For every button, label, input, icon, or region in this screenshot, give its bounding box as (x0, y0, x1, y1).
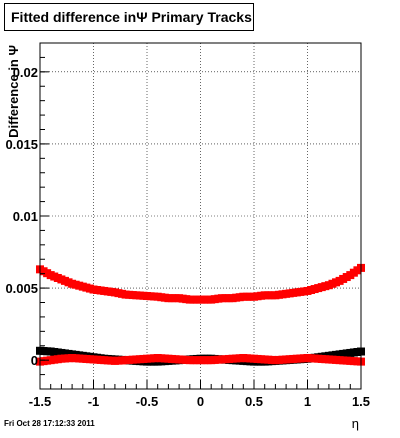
tick-layer: -1.5 -1 -0.5 0 0.5 1 1.5 0 0.005 0.01 0.015 0.02 (5, 42, 370, 409)
x-tick-label: 0.5 (245, 394, 263, 409)
series-2 (36, 354, 365, 366)
x-tick-label: -1.5 (29, 394, 51, 409)
x-tick-label: -0.5 (136, 394, 158, 409)
y-tick-label: 0.02 (13, 65, 38, 80)
series-layer (36, 263, 365, 366)
y-tick-label: 0.005 (5, 281, 38, 296)
x-axis-label: η (352, 416, 359, 431)
y-axis-label: Difference in Ψ (6, 45, 21, 138)
y-tick-label: 0.01 (13, 209, 38, 224)
chart-title: Fitted difference inΨ Primary Tracks (4, 3, 254, 31)
x-tick-label: 1 (304, 394, 311, 409)
grid-layer (40, 43, 361, 389)
x-tick-label: 1.5 (352, 394, 370, 409)
x-tick-label: 0 (197, 394, 204, 409)
series-1 (36, 263, 365, 304)
timestamp-footer: Fri Oct 28 17:12:33 2011 (4, 419, 95, 428)
y-tick-label: 0 (31, 353, 38, 368)
x-tick-label: -1 (88, 394, 100, 409)
y-tick-label: 0.015 (5, 137, 38, 152)
